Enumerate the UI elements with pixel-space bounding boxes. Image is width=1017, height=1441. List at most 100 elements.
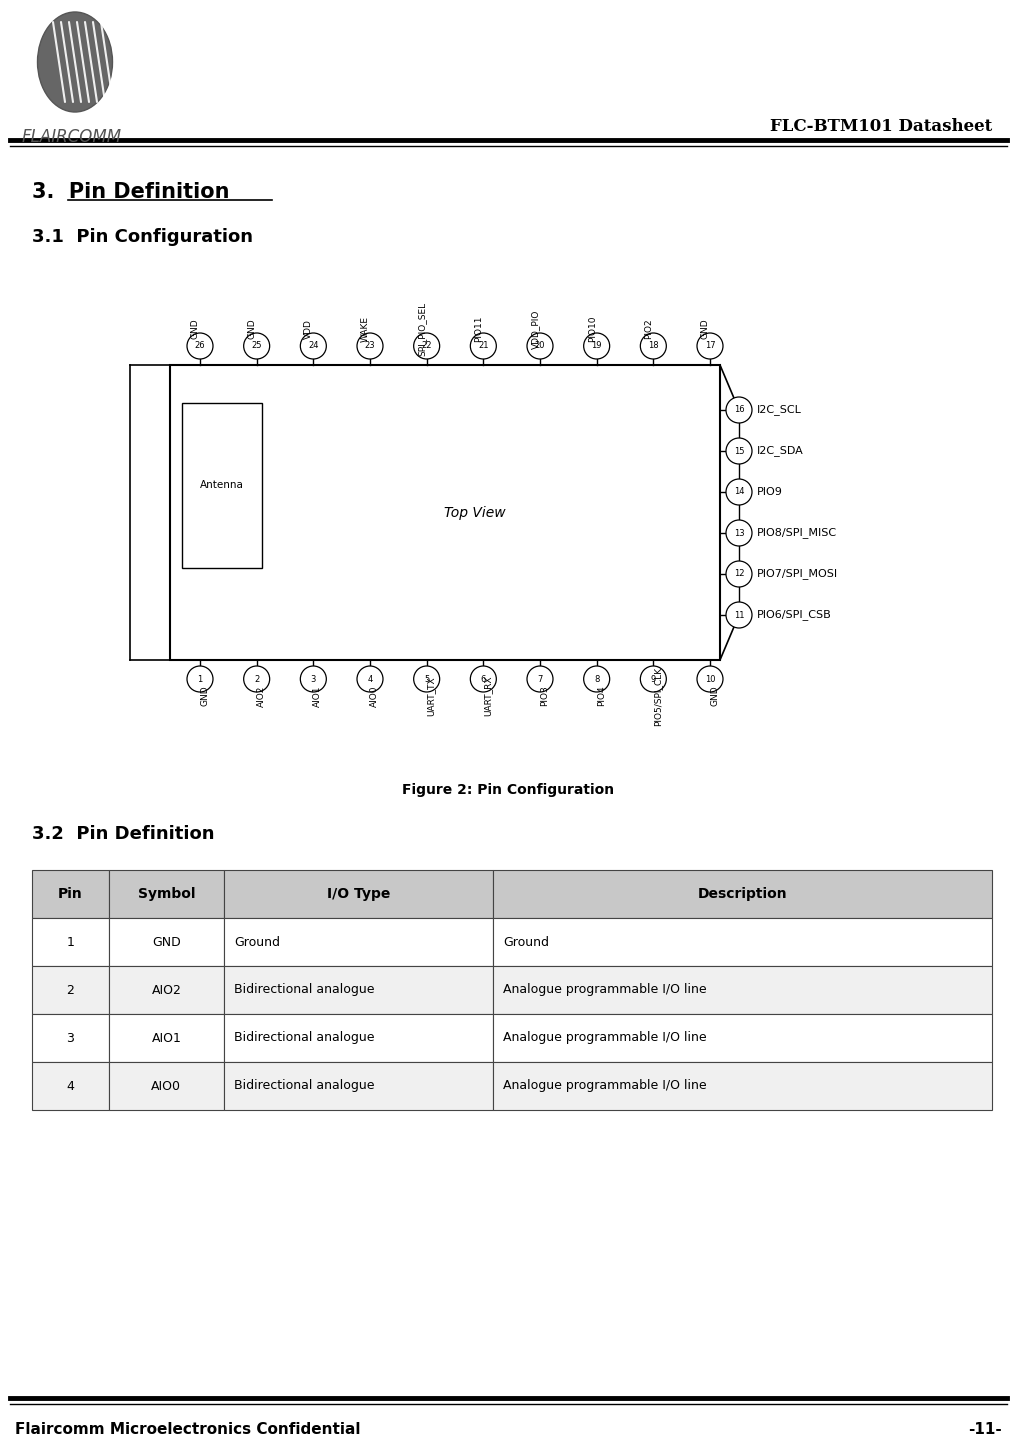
Text: AIO2: AIO2	[152, 984, 181, 997]
Circle shape	[357, 666, 383, 692]
Bar	[224, 1062, 493, 1110]
Text: GND: GND	[152, 935, 181, 948]
Text: 22: 22	[421, 342, 432, 350]
Text: PIO9: PIO9	[757, 487, 783, 497]
Text: 3: 3	[310, 674, 316, 683]
Text: PIO6/SPI_CSB: PIO6/SPI_CSB	[757, 610, 832, 621]
Text: Flaircomm Microelectronics Confidential: Flaircomm Microelectronics Confidential	[15, 1422, 360, 1437]
Text: Bidirectional analogue: Bidirectional analogue	[234, 984, 374, 997]
Text: WAKE: WAKE	[361, 316, 370, 342]
Text: Ground: Ground	[502, 935, 549, 948]
Bar	[182, 403, 262, 568]
Text: PIO11: PIO11	[474, 316, 483, 343]
Text: 8: 8	[594, 674, 599, 683]
Text: VDD: VDD	[304, 318, 313, 339]
Text: -11-: -11-	[968, 1422, 1002, 1437]
Text: 2: 2	[254, 674, 259, 683]
Circle shape	[187, 333, 213, 359]
Circle shape	[470, 666, 496, 692]
Text: 3.2  Pin Definition: 3.2 Pin Definition	[32, 826, 215, 843]
Text: Pin: Pin	[58, 888, 82, 901]
Bar	[32, 870, 109, 918]
Circle shape	[641, 333, 666, 359]
Text: 20: 20	[535, 342, 545, 350]
Text: PIO10: PIO10	[588, 316, 597, 343]
Text: 25: 25	[251, 342, 262, 350]
Circle shape	[726, 478, 752, 504]
Circle shape	[641, 666, 666, 692]
Circle shape	[726, 602, 752, 628]
Circle shape	[357, 333, 383, 359]
Text: 24: 24	[308, 342, 318, 350]
Circle shape	[697, 333, 723, 359]
Circle shape	[697, 666, 723, 692]
Bar	[493, 1014, 992, 1062]
Circle shape	[300, 333, 326, 359]
Text: PIO2: PIO2	[645, 318, 653, 339]
Text: Analogue programmable I/O line: Analogue programmable I/O line	[502, 1079, 707, 1092]
Text: 13: 13	[733, 529, 744, 537]
Bar	[109, 918, 224, 965]
Circle shape	[527, 333, 553, 359]
Circle shape	[584, 333, 609, 359]
Text: 1: 1	[66, 935, 74, 948]
Text: Bidirectional analogue: Bidirectional analogue	[234, 1079, 374, 1092]
Bar	[493, 1062, 992, 1110]
Circle shape	[527, 666, 553, 692]
Text: 9: 9	[651, 674, 656, 683]
Text: 12: 12	[733, 569, 744, 578]
Text: UART_TX: UART_TX	[427, 676, 435, 716]
Text: 15: 15	[733, 447, 744, 455]
Text: Analogue programmable I/O line: Analogue programmable I/O line	[502, 984, 707, 997]
Text: PIO5/SPI_CLK: PIO5/SPI_CLK	[653, 666, 662, 726]
Circle shape	[300, 666, 326, 692]
Text: I2C_SCL: I2C_SCL	[757, 405, 801, 415]
Circle shape	[726, 398, 752, 424]
Text: Analogue programmable I/O line: Analogue programmable I/O line	[502, 1032, 707, 1045]
Text: 2: 2	[66, 984, 74, 997]
Text: 19: 19	[592, 342, 602, 350]
Text: GND: GND	[710, 686, 719, 706]
Text: Description: Description	[698, 888, 787, 901]
Bar	[109, 965, 224, 1014]
Text: Top View: Top View	[444, 506, 505, 520]
Text: AIO0: AIO0	[370, 686, 379, 706]
Text: Figure 2: Pin Configuration: Figure 2: Pin Configuration	[402, 782, 614, 797]
Text: UART_RX: UART_RX	[483, 676, 492, 716]
Circle shape	[244, 333, 270, 359]
Text: 21: 21	[478, 342, 488, 350]
Circle shape	[726, 438, 752, 464]
Text: Symbol: Symbol	[137, 888, 195, 901]
Text: AIO1: AIO1	[152, 1032, 181, 1045]
Text: Bidirectional analogue: Bidirectional analogue	[234, 1032, 374, 1045]
Circle shape	[726, 561, 752, 586]
Text: AIO2: AIO2	[256, 686, 265, 706]
Text: PIO3: PIO3	[540, 686, 549, 706]
Text: VDD_PIO: VDD_PIO	[531, 310, 540, 349]
Text: PIO7/SPI_MOSI: PIO7/SPI_MOSI	[757, 569, 838, 579]
Text: AIO1: AIO1	[313, 686, 322, 706]
Text: 10: 10	[705, 674, 715, 683]
Bar	[224, 870, 493, 918]
Bar	[109, 1014, 224, 1062]
Bar	[32, 918, 109, 965]
Text: 18: 18	[648, 342, 659, 350]
Text: 11: 11	[733, 611, 744, 620]
Text: I2C_SDA: I2C_SDA	[757, 445, 803, 457]
Bar	[224, 918, 493, 965]
Circle shape	[470, 333, 496, 359]
Text: 6: 6	[481, 674, 486, 683]
Circle shape	[726, 520, 752, 546]
Text: I/O Type: I/O Type	[326, 888, 391, 901]
Bar	[32, 1014, 109, 1062]
Text: GND: GND	[701, 318, 710, 339]
Text: PIO8/SPI_MISC: PIO8/SPI_MISC	[757, 527, 837, 539]
Bar	[109, 870, 224, 918]
Text: 23: 23	[365, 342, 375, 350]
Circle shape	[244, 666, 270, 692]
Circle shape	[414, 333, 439, 359]
Text: GND: GND	[248, 318, 256, 339]
Text: SPI_PIO_SEL: SPI_PIO_SEL	[418, 303, 427, 356]
Text: 26: 26	[194, 342, 205, 350]
Ellipse shape	[38, 12, 113, 112]
